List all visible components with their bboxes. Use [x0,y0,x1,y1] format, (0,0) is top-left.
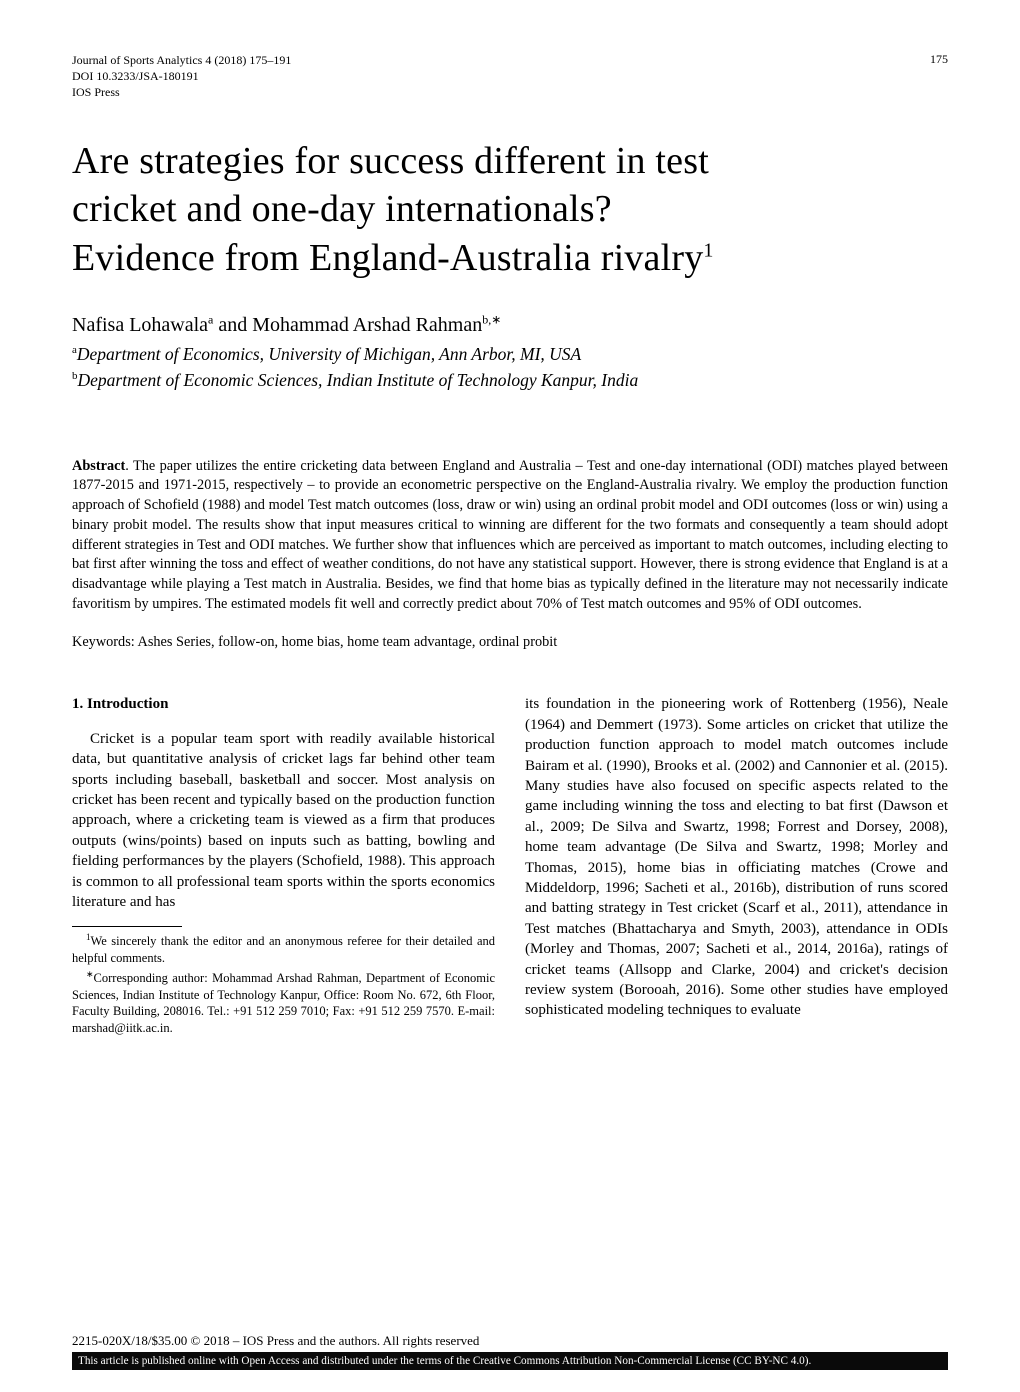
body-columns: 1. Introduction Cricket is a popular tea… [72,694,948,1040]
footnotes: 1We sincerely thank the editor and an an… [72,933,495,1036]
page-footer: 2215-020X/18/$35.00 © 2018 – IOS Press a… [72,1333,948,1370]
corresponding-marker: ∗ [491,313,501,327]
author-2: and Mohammad Arshad Rahman [213,314,482,336]
footnote-2: ∗Corresponding author: Mohammad Arshad R… [72,970,495,1036]
footnote-2-text: Corresponding author: Mohammad Arshad Ra… [72,971,495,1035]
license-bar: This article is published online with Op… [72,1352,948,1370]
keywords: Keywords: Ashes Series, follow-on, home … [72,632,948,652]
intro-para-right: its foundation in the pioneering work of… [525,694,948,1020]
right-column: its foundation in the pioneering work of… [525,694,948,1040]
abstract: Abstract. The paper utilizes the entire … [72,457,948,615]
title-line-1: Are strategies for success different in … [72,140,709,182]
footnote-2-marker: ∗ [86,969,94,979]
left-column: 1. Introduction Cricket is a popular tea… [72,694,495,1040]
affil-text-a: Department of Economics, University of M… [77,344,581,364]
article-title: Are strategies for success different in … [72,137,948,283]
footnote-1-text: We sincerely thank the editor and an ano… [72,934,495,965]
author-2-affil-marker: b, [482,313,491,327]
abstract-text: . The paper utilizes the entire cricketi… [72,458,948,612]
journal-line: Journal of Sports Analytics 4 (2018) 175… [72,52,291,68]
title-line-3: Evidence from England-Australia rivalry [72,237,703,279]
affiliation-a: aDepartment of Economics, University of … [72,343,948,367]
title-footnote-marker: 1 [703,239,713,261]
author-1: Nafisa Lohawala [72,314,208,336]
press-line: IOS Press [72,84,291,100]
affiliation-b: bDepartment of Economic Sciences, Indian… [72,369,948,393]
intro-para-left: Cricket is a popular team sport with rea… [72,729,495,913]
copyright-line: 2215-020X/18/$35.00 © 2018 – IOS Press a… [72,1333,948,1349]
affil-text-b: Department of Economic Sciences, Indian … [78,370,639,390]
footnote-rule [72,926,182,927]
authors: Nafisa Lohawalaa and Mohammad Arshad Rah… [72,314,948,337]
title-line-2: cricket and one-day internationals? [72,188,612,230]
page-number: 175 [930,52,948,101]
abstract-label: Abstract [72,458,125,474]
footnote-1: 1We sincerely thank the editor and an an… [72,933,495,966]
doi-line: DOI 10.3233/JSA-180191 [72,68,291,84]
section-1-heading: 1. Introduction [72,694,495,714]
running-header: Journal of Sports Analytics 4 (2018) 175… [72,52,948,101]
journal-header: Journal of Sports Analytics 4 (2018) 175… [72,52,291,101]
